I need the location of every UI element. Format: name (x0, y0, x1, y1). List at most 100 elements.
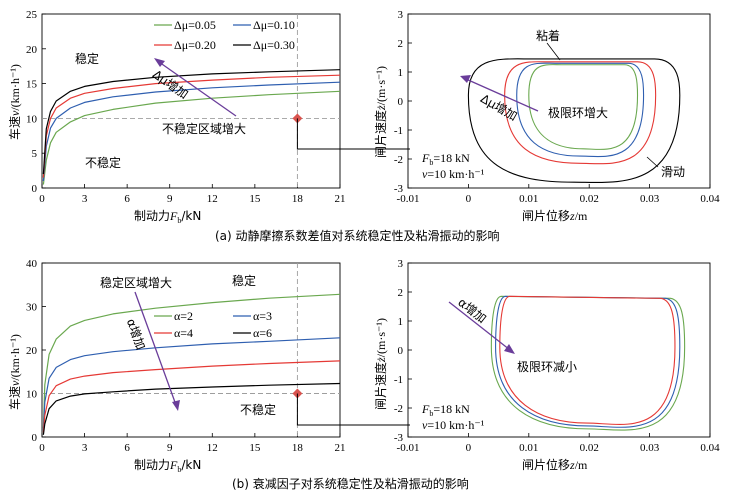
x-tick-label: 0.01 (519, 193, 538, 205)
series-line (42, 74, 341, 178)
y-tick-label: 20 (26, 345, 38, 357)
y-tick-label: -2 (394, 154, 403, 166)
x-tick-label: 15 (249, 193, 261, 205)
stick-label: 粘着 (536, 28, 560, 43)
x-tick-label: 0 (39, 442, 45, 454)
x-tick-label: 0 (39, 193, 45, 205)
limit-cycle (495, 295, 681, 428)
arrow-label: Δμ增加 (478, 91, 520, 123)
x-tick-label: 12 (207, 442, 218, 454)
stable-region-label: 稳定 (232, 273, 256, 288)
legend-entry: α=4 (174, 326, 193, 340)
y-axis-label: 车速v/(km·h⁻¹) (7, 334, 22, 410)
y-tick-label: -3 (394, 183, 404, 195)
y-tick-label: -3 (394, 432, 404, 444)
x-axis-label: 闸片位移z/m (522, 457, 588, 472)
legend-entry: Δμ=0.20 (174, 38, 216, 52)
x-tick-label: 0 (466, 193, 472, 205)
limit-cycle (516, 62, 645, 158)
x-tick-label: 21 (335, 193, 346, 205)
limit-cycle (528, 64, 639, 150)
caption-a: (a) 动静摩擦系数差值对系统稳定性及粘滑振动的影响 (215, 228, 500, 243)
unstable-region-label: 不稳定 (85, 155, 121, 170)
legend-entry: α=6 (253, 326, 272, 340)
plot-frame (41, 262, 341, 438)
series-line (42, 293, 341, 429)
y-tick-label: -2 (394, 403, 403, 415)
legend-entry: α=2 (174, 309, 193, 323)
force-annotation: Fb=18 kN (421, 151, 470, 167)
arrow-label: Δμ增加 (150, 67, 191, 101)
series-line (42, 69, 341, 175)
y-tick-label: 3 (398, 258, 404, 270)
y-tick-label: 10 (26, 389, 38, 401)
legend: α=2 α=3 α=4 α=6 (154, 309, 272, 340)
y-tick-label: 10 (26, 113, 38, 125)
series-line (42, 90, 341, 185)
x-tick-label: 9 (167, 193, 173, 205)
stick-pointer (546, 42, 561, 61)
y-tick-label: 1 (398, 67, 404, 79)
limit-cycle (467, 58, 681, 184)
connector-line (296, 118, 410, 150)
x-tick-label: 0.04 (700, 442, 720, 454)
growth-annotation: 不稳定区域增大 (162, 121, 246, 136)
cycle-annotation: 极限环增大 (548, 106, 608, 120)
increase-arrow (448, 301, 511, 351)
y-axis-label: 闸片速度ż/(m·s⁻¹) (373, 66, 388, 158)
series-group (42, 69, 341, 185)
legend-entry: Δμ=0.05 (174, 18, 216, 32)
limit-cycle (504, 61, 657, 165)
chart-a-right: -0.01 0 0.01 0.02 0.03 0.04 -3 -2 -1 0 1 2 3 粘着 滑动 Δ… (373, 9, 720, 223)
x-tick-label: 12 (207, 193, 218, 205)
x-tick-label: 18 (292, 442, 304, 454)
axis-ticks: -0.01 0 0.01 0.02 0.03 0.04 -3 -2 -1 0 1 2 3 (394, 9, 720, 205)
y-tick-label: 3 (398, 9, 404, 21)
y-tick-label: 25 (26, 9, 38, 21)
arrow-head (460, 75, 471, 83)
x-tick-label: 21 (335, 442, 346, 454)
y-tick-label: 0 (398, 345, 404, 357)
series-line (42, 81, 341, 182)
y-tick-label: 40 (26, 258, 38, 270)
y-axis-label: 闸片速度ż/(m·s⁻¹) (373, 318, 388, 410)
arrow-head (154, 58, 165, 67)
x-tick-label: 3 (82, 442, 88, 454)
limit-cycle-group (490, 295, 686, 431)
series-line (42, 360, 341, 433)
y-tick-label: 20 (26, 44, 38, 56)
legend-entry: α=3 (253, 309, 272, 323)
limit-cycle-group (467, 58, 681, 184)
series-line (42, 382, 341, 435)
axis-ticks: 0 3 6 9 12 15 18 21 0 10 20 30 40 (26, 258, 346, 454)
y-tick-label: 5 (32, 148, 38, 160)
arrow-head (172, 400, 180, 411)
x-tick-label: 0.04 (700, 193, 720, 205)
x-tick-label: -0.01 (397, 193, 420, 205)
legend: Δμ=0.05 Δμ=0.10 Δμ=0.20 Δμ=0.30 (154, 18, 295, 52)
series-line (42, 337, 341, 431)
x-tick-label: 3 (82, 193, 88, 205)
limit-cycle (490, 295, 686, 431)
x-tick-label: 6 (124, 193, 130, 205)
x-tick-label: 0.02 (580, 193, 599, 205)
increase-arrow (158, 61, 237, 117)
x-tick-label: 0.03 (640, 193, 660, 205)
x-tick-label: 15 (249, 442, 261, 454)
axis-ticks: -0.01 0 0.01 0.02 0.03 0.04 -3 -2 -1 0 1 2 3 (394, 258, 720, 454)
x-tick-label: 0 (466, 442, 472, 454)
x-axis-label: 闸片位移z/m (522, 208, 588, 223)
increase-arrow (134, 291, 177, 406)
force-annotation: Fb=18 kN (421, 402, 470, 418)
y-tick-label: -1 (394, 374, 403, 386)
series-group (42, 293, 341, 435)
y-tick-label: 2 (398, 287, 404, 299)
arrow-label: α增加 (124, 317, 148, 352)
stable-region-label: 稳定 (75, 51, 99, 66)
x-tick-label: 0.02 (580, 442, 599, 454)
plot-frame (41, 13, 341, 189)
y-axis-label: 车速v/(km·h⁻¹) (7, 64, 22, 140)
